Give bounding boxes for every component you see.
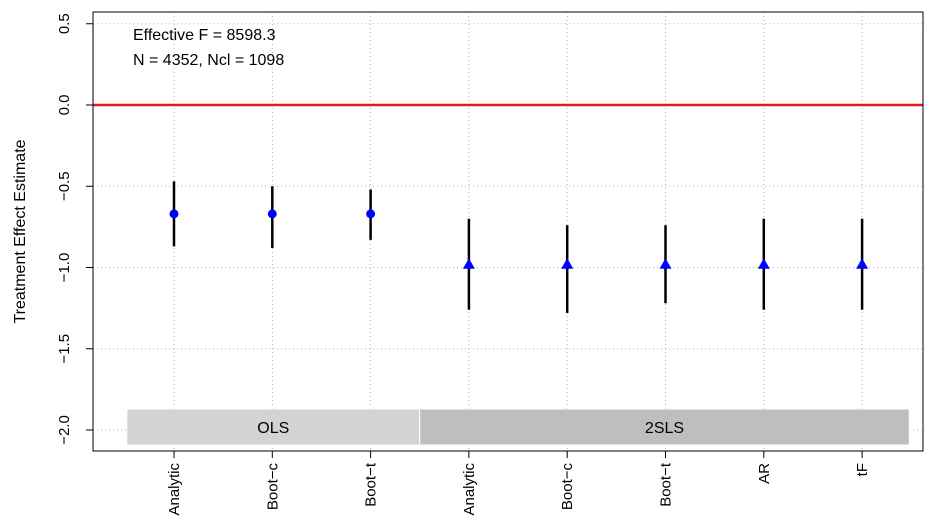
- x-tick-label: Analytic: [166, 463, 183, 516]
- point-estimate: [856, 258, 869, 269]
- x-tick-label: tF: [854, 463, 871, 476]
- plot-frame: [92, 11, 924, 452]
- y-tick-label: −1.0: [56, 253, 73, 283]
- annotation-effective-f: Effective F = 8598.3: [133, 27, 276, 44]
- y-axis-label: Treatment Effect Estimate: [12, 139, 29, 323]
- y-axis: −2.0 −1.5 −1.0 −0.5 0.0 0.5: [56, 13, 93, 445]
- y-tick-label: −2.0: [56, 415, 73, 445]
- x-tick-label: AR: [756, 463, 773, 484]
- point-estimate: [462, 258, 475, 269]
- x-tick-label: Analytic: [461, 463, 478, 516]
- point-estimate: [561, 258, 574, 269]
- y-tick-label: 0.5: [56, 13, 73, 34]
- grid: [93, 12, 923, 451]
- x-tick-label: Boot−c: [559, 463, 576, 511]
- y-tick-label: −0.5: [56, 171, 73, 201]
- group-bands: OLS 2SLS: [126, 408, 910, 446]
- group-band: [419, 408, 910, 446]
- x-axis: Analytic Boot−c Boot−t Analytic Boot−c Boot−t…: [166, 451, 871, 516]
- x-tick-label: Boot−t: [363, 462, 380, 507]
- point-estimate: [659, 258, 672, 269]
- x-tick-label: Boot−c: [264, 463, 281, 511]
- point-estimate: [267, 209, 277, 219]
- group-band: [126, 408, 421, 446]
- x-tick-label: Boot−t: [658, 462, 675, 507]
- group-label: 2SLS: [645, 420, 684, 437]
- y-tick-label: 0.0: [56, 95, 73, 116]
- point-estimate: [366, 209, 376, 219]
- group-label: OLS: [257, 420, 289, 437]
- point-estimates: [169, 209, 869, 269]
- point-estimate: [757, 258, 770, 269]
- confidence-intervals: [172, 181, 864, 313]
- annotation-sample-size: N = 4352, Ncl = 1098: [133, 52, 284, 69]
- point-estimate: [169, 209, 179, 219]
- y-tick-label: −1.5: [56, 334, 73, 364]
